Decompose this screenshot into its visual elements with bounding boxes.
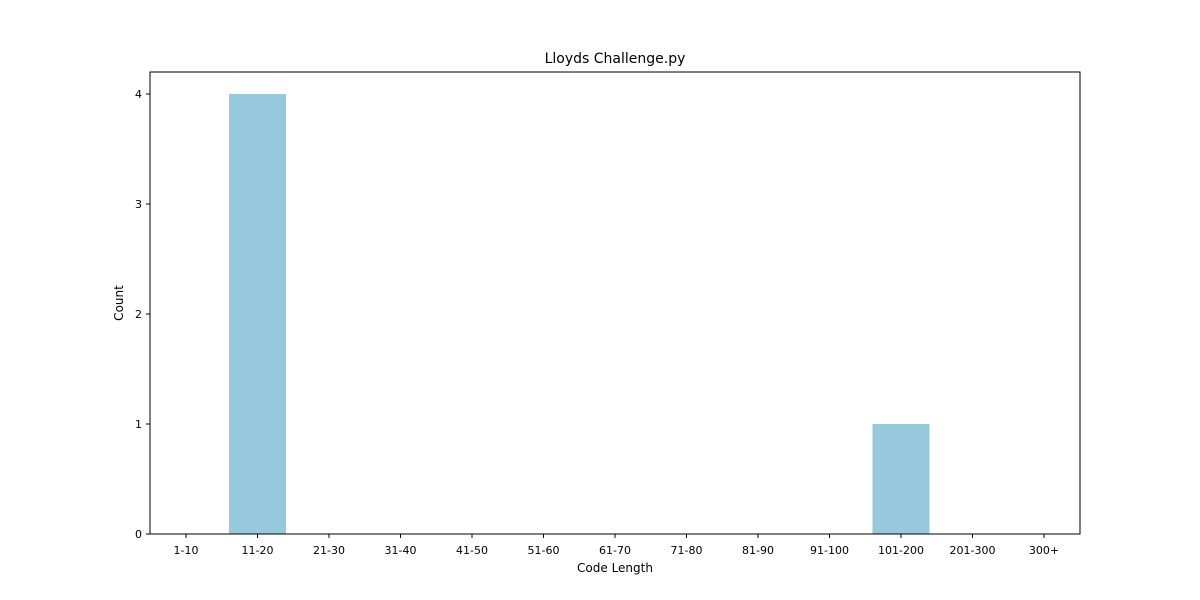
y-tick-label: 3	[135, 198, 142, 211]
x-tick-label: 101-200	[878, 544, 924, 557]
x-tick-label: 71-80	[671, 544, 703, 557]
x-tick-label: 51-60	[528, 544, 560, 557]
chart-title: Lloyds Challenge.py	[545, 51, 686, 67]
plot-area: 1-10 11-20 21-30 31-40 41-50 51-60 61-70 71-80 8…	[135, 71, 1081, 557]
x-tick-label: 31-40	[385, 544, 417, 557]
x-tick-label: 41-50	[456, 544, 488, 557]
bars-layer	[229, 94, 930, 534]
bar-11-20	[229, 94, 286, 534]
x-tick-label: 21-30	[313, 544, 345, 557]
x-axis: 1-10 11-20 21-30 31-40 41-50 51-60 61-70 71-80 8…	[174, 534, 1059, 557]
y-tick-label: 1	[135, 418, 142, 431]
plot-frame	[149, 71, 1081, 535]
x-axis-label: Code Length	[577, 561, 653, 575]
bar-101-200	[872, 424, 930, 534]
x-tick-label: 91-100	[810, 544, 849, 557]
x-tick-label: 11-20	[242, 544, 274, 557]
x-tick-label: 300+	[1029, 544, 1059, 557]
x-tick-label: 1-10	[174, 544, 199, 557]
y-tick-label: 0	[135, 528, 142, 541]
x-tick-label: 201-300	[950, 544, 996, 557]
y-tick-label: 2	[135, 308, 142, 321]
x-tick-label: 81-90	[742, 544, 774, 557]
y-axis-label: Count	[112, 285, 126, 321]
y-tick-label: 4	[135, 88, 142, 101]
x-tick-label: 61-70	[599, 544, 631, 557]
y-axis: 0 1 2 3 4	[135, 88, 150, 541]
